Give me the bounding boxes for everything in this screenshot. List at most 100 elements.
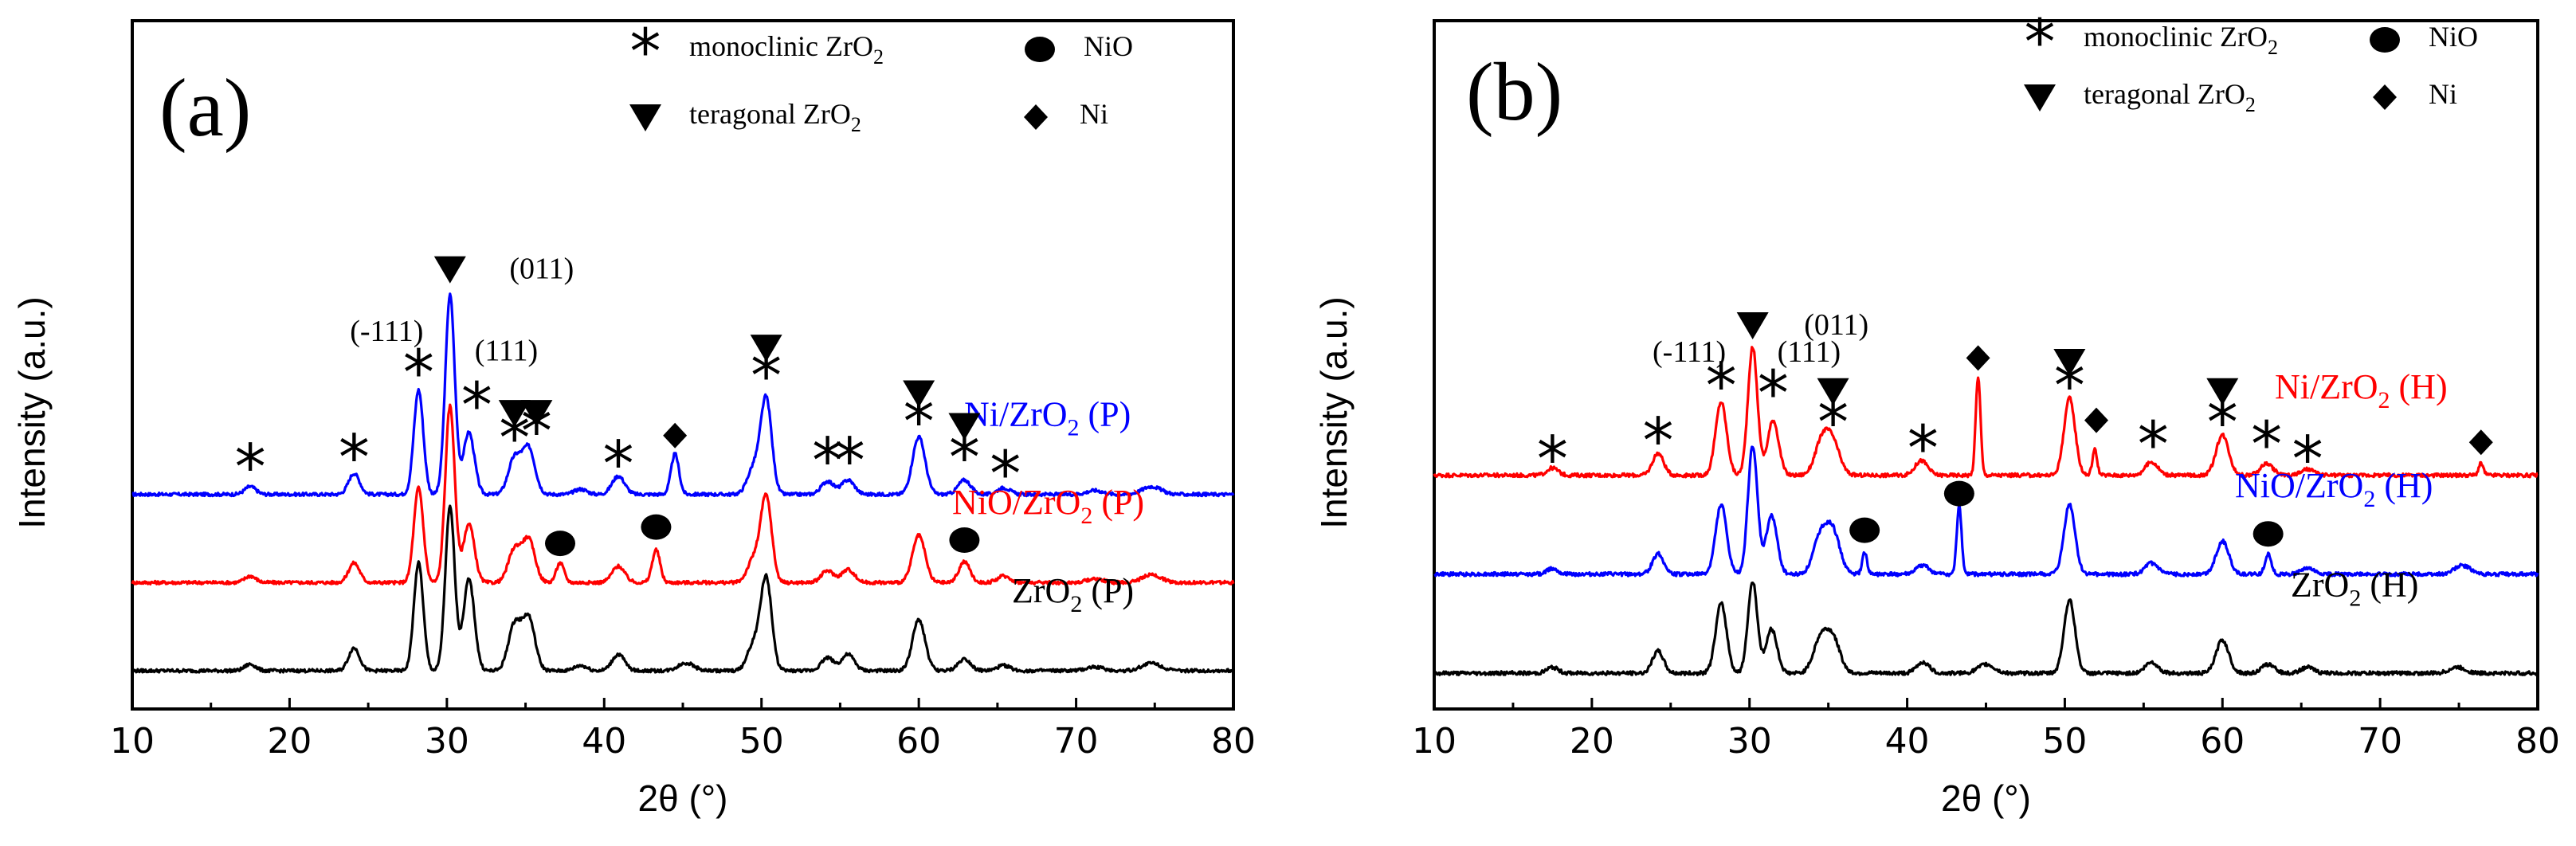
peak-star-icon: * [2054, 351, 2085, 423]
peak-star-icon: * [834, 426, 865, 498]
legend-label: teragonal ZrO2 [2084, 78, 2256, 116]
x-tick-label: 20 [267, 721, 312, 762]
x-axis-title: 2θ (°) [1941, 777, 2031, 819]
peak-triangle-icon [903, 380, 935, 408]
x-tick-label: 80 [1211, 721, 1256, 762]
panel-label: (b) [1466, 46, 1562, 138]
peak-star-icon: * [812, 426, 843, 498]
x-tick-label: 40 [1885, 721, 1930, 762]
legend-diamond-icon [1024, 104, 1048, 130]
peak-triangle-icon [520, 400, 553, 428]
peak-star-icon: * [949, 422, 980, 494]
hkl-label: (-111) [1653, 335, 1726, 369]
legend-label: Ni [2429, 78, 2457, 110]
peak-circle-icon [1849, 517, 1880, 543]
peak-star-icon: * [1706, 351, 1737, 423]
y-axis-title: Intensity (a.u.) [1313, 296, 1355, 528]
hkl-label: (011) [509, 253, 574, 286]
legend-triangle-icon [2024, 84, 2056, 112]
series-line [1433, 581, 2539, 676]
series-label: NiO/ZrO2 (H) [2235, 466, 2433, 512]
svg-text:*: * [2207, 388, 2238, 460]
svg-text:*: * [499, 403, 530, 475]
svg-text:*: * [2054, 351, 2085, 423]
series-line [131, 292, 1235, 498]
peak-circle-icon [1943, 480, 1974, 507]
svg-text:*: * [1706, 351, 1737, 423]
peak-star-icon: * [461, 370, 492, 442]
legend-label: monoclinic ZrO2 [689, 30, 884, 69]
x-tick-label: 70 [2358, 721, 2402, 762]
series-line [131, 504, 1234, 674]
chart-panel-b: 10 20 30 40 50 60 70 80 2θ (°) Intensity (a.u.) (b… [1313, 7, 2560, 819]
y-axis-title: Intensity (a.u.) [11, 296, 53, 528]
svg-text:*: * [812, 426, 843, 498]
legend-star-icon: * [2025, 7, 2056, 79]
plot-frame [1433, 19, 2539, 711]
peak-star-icon: * [1537, 425, 1568, 496]
series-label: NiO/ZrO2 (P) [952, 483, 1144, 529]
legend-label: teragonal ZrO2 [689, 98, 861, 136]
svg-text:*: * [990, 439, 1021, 511]
x-tick-label: 10 [110, 721, 155, 762]
svg-text:*: * [603, 429, 634, 501]
peak-star-icon: * [904, 386, 935, 458]
peak-triangle-icon [948, 413, 981, 441]
series-line [131, 403, 1235, 586]
svg-text:*: * [235, 433, 266, 504]
peak-star-icon: * [521, 397, 552, 468]
x-tick-label: 70 [1054, 721, 1099, 762]
x-tick-label: 50 [739, 721, 784, 762]
legend-label: NiO [2429, 21, 2478, 53]
svg-text:*: * [751, 341, 782, 413]
peak-triangle-icon [498, 400, 531, 428]
hkl-label: (011) [1804, 308, 1868, 342]
peak-triangle-icon [1736, 312, 1769, 339]
x-tick-label: 80 [2515, 721, 2560, 762]
hkl-label: (-111) [350, 315, 423, 348]
peak-star-icon: * [2251, 409, 2282, 481]
svg-text:*: * [1907, 413, 1939, 485]
peak-star-icon: * [1907, 413, 1939, 485]
x-tick-label: 10 [1412, 721, 1457, 762]
series-label: ZrO2 (P) [1012, 571, 1134, 617]
peak-star-icon: * [499, 403, 530, 475]
svg-text:*: * [949, 422, 980, 494]
peak-circle-icon [2253, 521, 2284, 547]
peak-triangle-icon [433, 256, 466, 284]
svg-text:*: * [1537, 425, 1568, 496]
peak-star-icon: * [2138, 409, 2169, 481]
legend-circle-icon [2370, 27, 2400, 53]
peak-star-icon: * [1642, 406, 1673, 478]
svg-text:*: * [521, 397, 552, 468]
peak-star-icon: * [2292, 425, 2323, 496]
x-axis-title: 2θ (°) [638, 777, 728, 819]
x-tick-label: 60 [896, 721, 941, 762]
x-tick-label: 50 [2042, 721, 2087, 762]
legend-triangle-icon [629, 104, 661, 131]
svg-text:*: * [904, 386, 935, 458]
svg-text:*: * [1817, 388, 1849, 460]
series-label: Ni/ZrO2 (P) [964, 395, 1131, 441]
peak-diamond-icon [663, 422, 688, 448]
peak-star-icon: * [1817, 388, 1849, 460]
peak-star-icon: * [1758, 358, 1789, 430]
peak-triangle-icon [2053, 349, 2086, 376]
x-tick-label: 40 [582, 721, 626, 762]
peak-star-icon: * [339, 422, 370, 494]
legend-label: Ni [1080, 98, 1108, 130]
x-tick-label: 30 [425, 721, 469, 762]
x-tick-label: 20 [1570, 721, 1614, 762]
peak-diamond-icon [1966, 345, 1990, 371]
x-tick-label: 60 [2200, 721, 2245, 762]
svg-text:*: * [403, 338, 434, 409]
svg-text:*: * [1758, 358, 1789, 430]
hkl-label: (111) [475, 335, 539, 368]
peak-diamond-icon [2468, 429, 2493, 456]
svg-text:*: * [834, 426, 865, 498]
series-line [1433, 445, 2539, 578]
legend-diamond-icon [2373, 84, 2397, 110]
series-label: ZrO2 (H) [2291, 565, 2418, 611]
svg-text:*: * [2251, 409, 2282, 481]
